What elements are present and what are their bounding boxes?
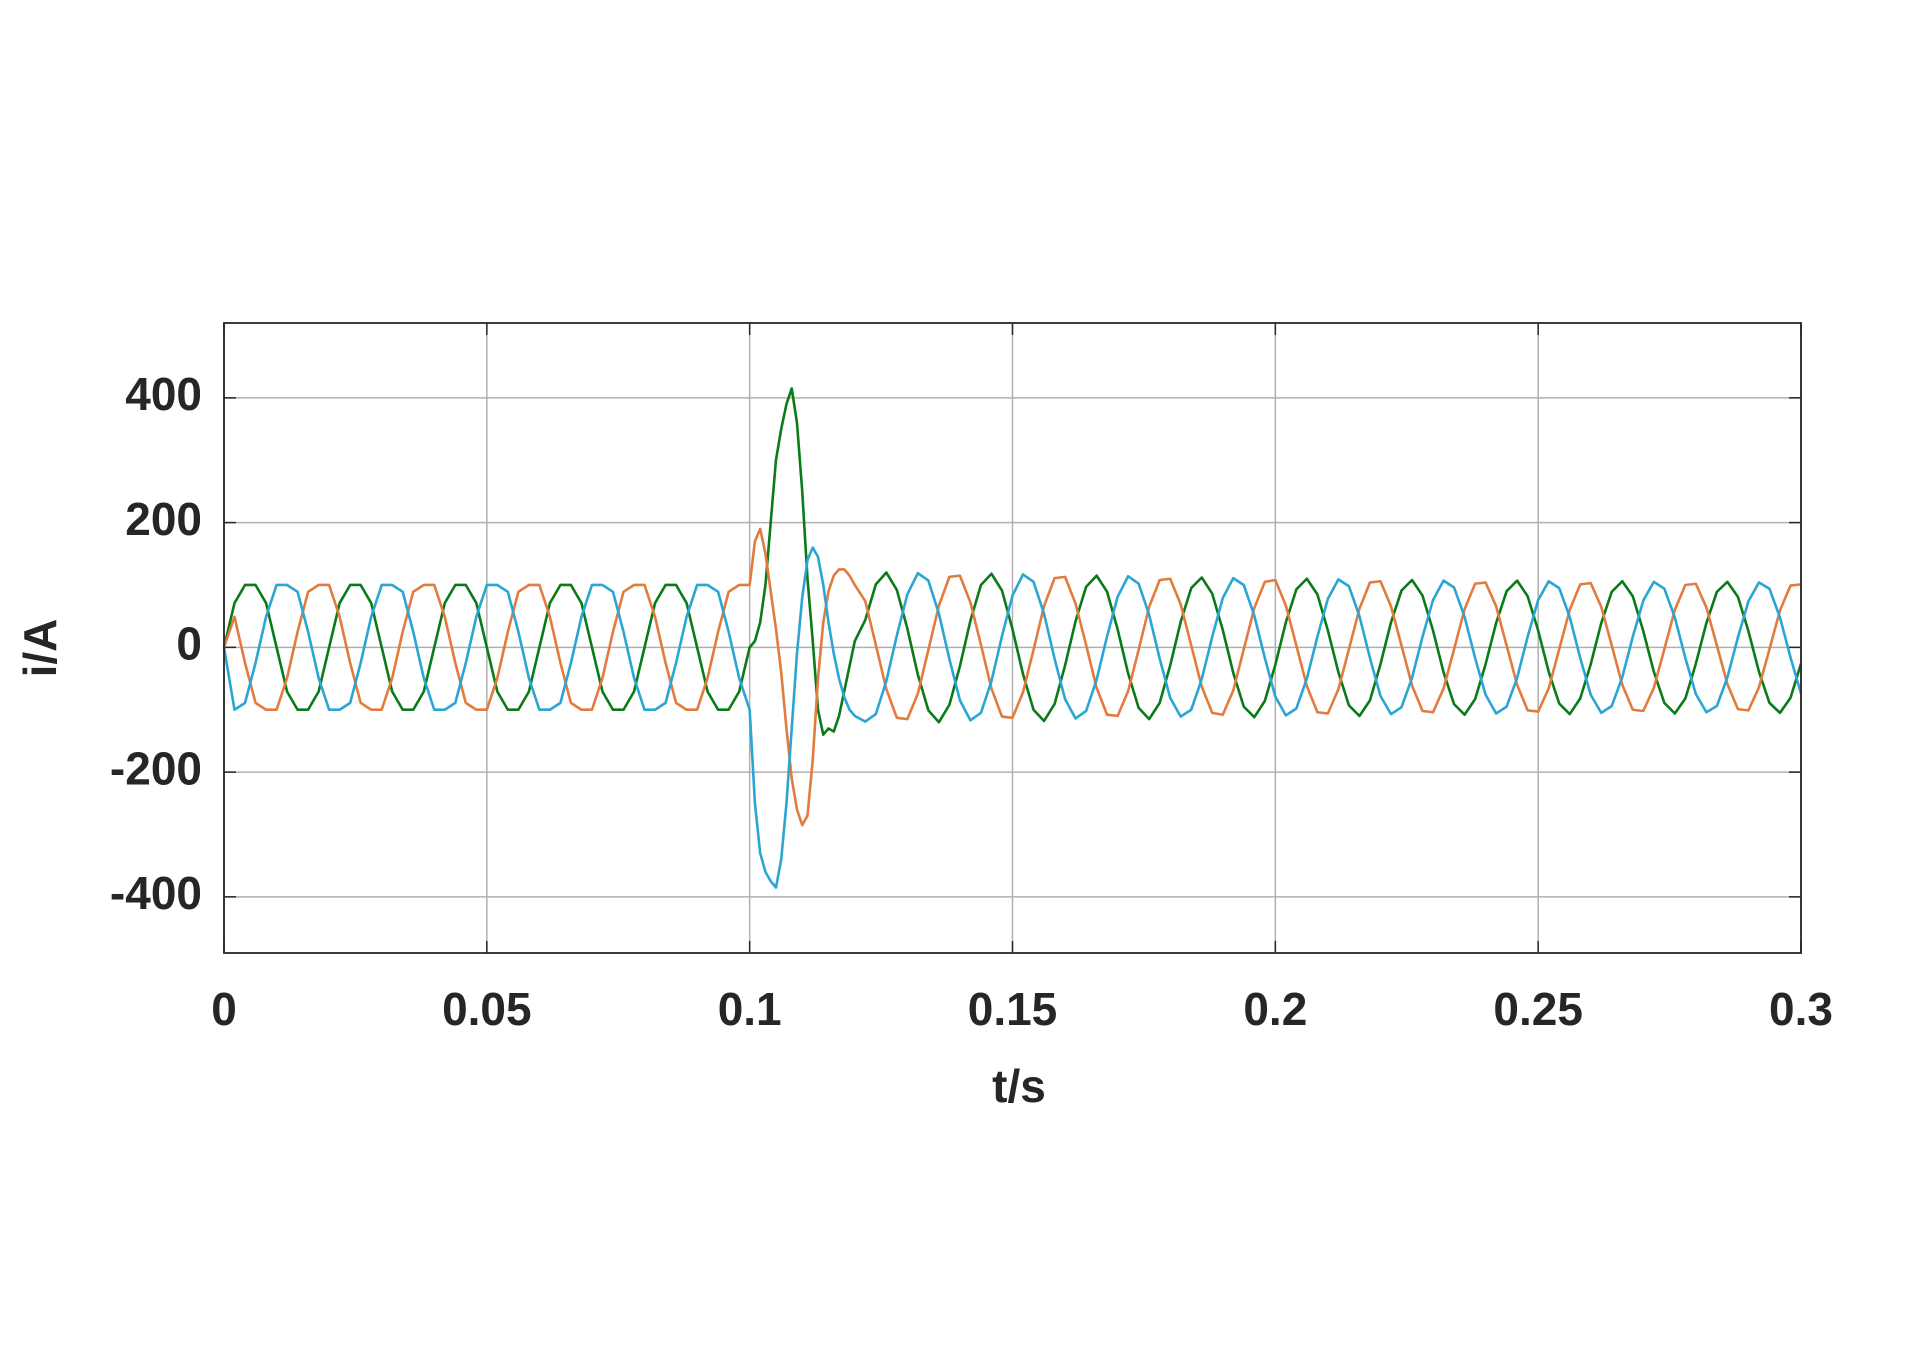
- x-tick-label: 0: [211, 983, 237, 1035]
- y-tick-label: 200: [125, 493, 202, 545]
- x-tick-label: 0.05: [442, 983, 532, 1035]
- x-tick-label: 0.15: [968, 983, 1058, 1035]
- y-tick-label: 0: [176, 618, 202, 670]
- x-tick-label: 0.25: [1493, 983, 1583, 1035]
- x-axis-label: t/s: [992, 1060, 1046, 1112]
- data-line: [222, 546, 1803, 889]
- x-tick-label: 0.3: [1769, 983, 1833, 1035]
- y-tick-label: -200: [110, 742, 202, 794]
- x-tick-label: 0.1: [718, 983, 782, 1035]
- data-line: [222, 387, 1803, 736]
- data-line: [222, 527, 1802, 827]
- y-axis-label: i/A: [14, 619, 66, 678]
- y-tick-label: 400: [125, 368, 202, 420]
- plot-frame: [223, 322, 1802, 954]
- x-tick-label: 0.2: [1243, 983, 1307, 1035]
- y-tick-label: -400: [110, 867, 202, 919]
